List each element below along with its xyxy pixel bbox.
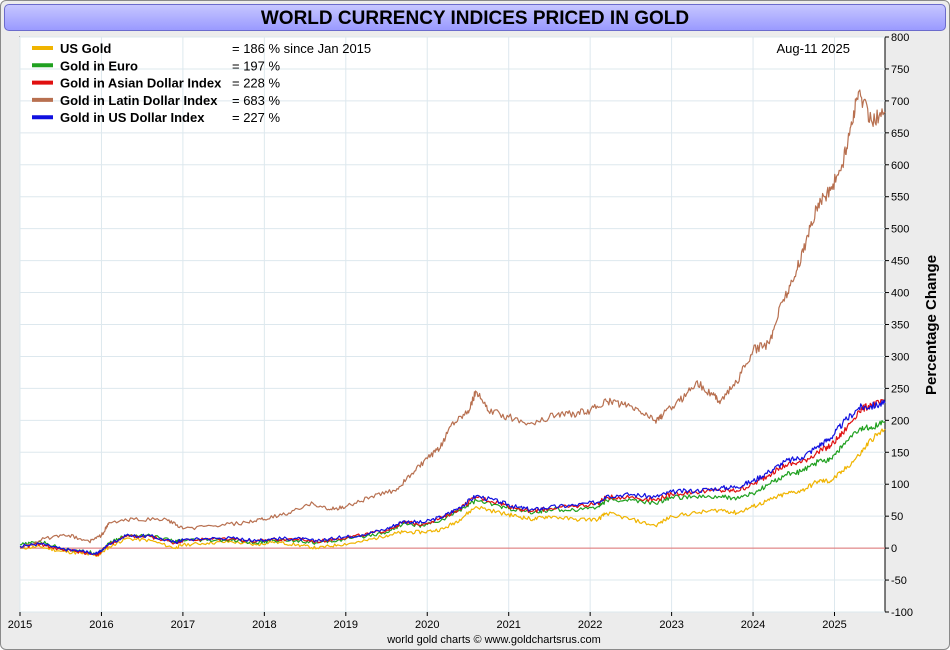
- y-axis-label: Percentage Change: [923, 255, 940, 395]
- y-tick-label: 0: [891, 543, 897, 555]
- y-tick-label: 50: [891, 511, 903, 523]
- legend-value: = 197 %: [232, 58, 281, 73]
- x-tick-label: 2025: [822, 619, 846, 631]
- chart-title: WORLD CURRENCY INDICES PRICED IN GOLD: [4, 4, 946, 31]
- date-label: Aug-11 2025: [777, 41, 851, 56]
- x-tick-label: 2015: [8, 619, 32, 631]
- x-tick-label: 2023: [659, 619, 683, 631]
- legend-label: Gold in Asian Dollar Index: [60, 76, 222, 91]
- y-tick-label: 600: [891, 160, 909, 172]
- y-tick-label: 450: [891, 256, 909, 268]
- y-tick-label: -100: [891, 607, 913, 619]
- y-tick-label: 250: [891, 383, 909, 395]
- x-tick-label: 2019: [334, 619, 358, 631]
- x-tick-label: 2016: [89, 619, 113, 631]
- series-line-us-gold: [19, 428, 886, 558]
- legend-label: Gold in US Dollar Index: [60, 110, 205, 125]
- legend-value: = 186 % since Jan 2015: [232, 41, 371, 56]
- y-tick-label: 150: [891, 447, 909, 459]
- legend-label: US Gold: [60, 41, 111, 56]
- series-line-gold-in-us-dollar-index: [19, 399, 886, 556]
- y-tick-label: 500: [891, 224, 909, 236]
- x-tick-label: 2021: [496, 619, 520, 631]
- y-tick-label: 550: [891, 192, 909, 204]
- series-line-gold-in-euro: [19, 420, 886, 555]
- series-layer: [19, 89, 886, 558]
- y-tick-label: 650: [891, 128, 909, 140]
- legend-label: Gold in Euro: [60, 58, 138, 73]
- x-tick-label: 2018: [252, 619, 276, 631]
- x-tick-label: 2020: [415, 619, 439, 631]
- x-tick-label: 2017: [171, 619, 195, 631]
- legend-value: = 228 %: [232, 76, 281, 91]
- y-tick-label: 400: [891, 288, 909, 300]
- footer-credit: world gold charts © www.goldchartsrus.co…: [386, 634, 601, 646]
- legend-value: = 683 %: [232, 93, 281, 108]
- x-axis: 2015 2016 2017 2018 2019 2020 2021 2022 2023 2024…: [8, 612, 847, 631]
- y-tick-label: 800: [891, 32, 909, 44]
- legend: US Gold = 186 % since Jan 2015 Gold in Eur…: [32, 41, 371, 125]
- y-tick-label: 350: [891, 320, 909, 332]
- y-tick-label: 100: [891, 479, 909, 491]
- legend-label: Gold in Latin Dollar Index: [60, 93, 218, 108]
- legend-value: = 227 %: [232, 110, 281, 125]
- series-line-gold-in-latin-dollar-index: [19, 89, 886, 549]
- y-tick-label: 700: [891, 96, 909, 108]
- y-tick-label: 200: [891, 415, 909, 427]
- y-tick-label: 300: [891, 351, 909, 363]
- y-tick-label: -50: [891, 575, 907, 587]
- x-tick-label: 2022: [578, 619, 602, 631]
- y-axis: -100 -50 0 50 100 150 200 250 300 350 400 450 500 550…: [885, 32, 913, 619]
- x-tick-label: 2024: [741, 619, 765, 631]
- y-tick-label: 750: [891, 64, 909, 76]
